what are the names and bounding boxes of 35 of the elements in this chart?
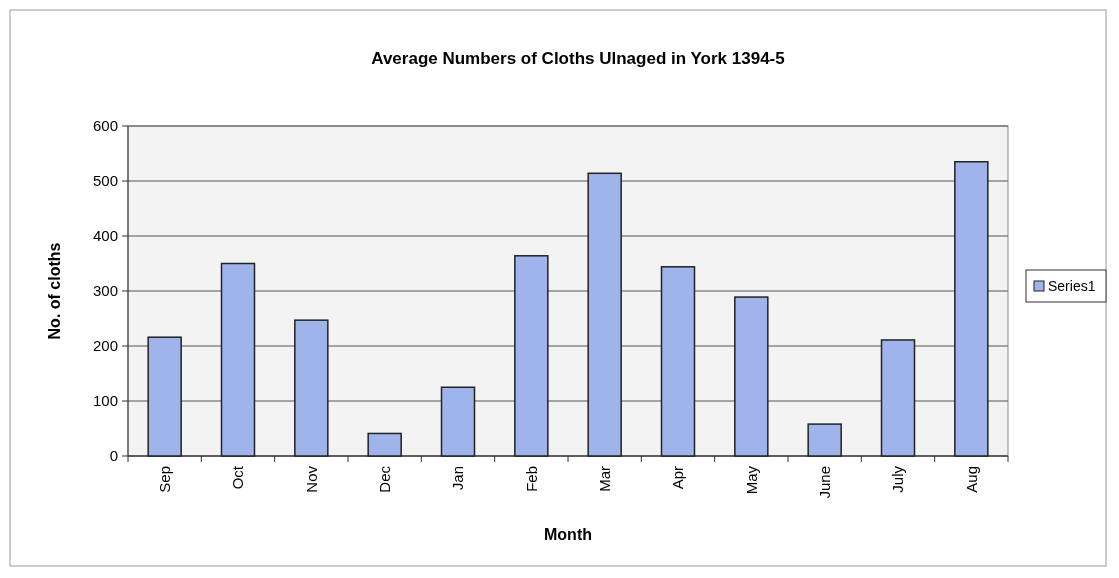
x-tick-label: Nov	[302, 465, 320, 493]
y-tick-label: 600	[92, 117, 118, 135]
y-tick-label: 400	[92, 227, 118, 245]
bar	[954, 161, 989, 457]
legend-label: Series1	[1048, 277, 1096, 294]
bar	[367, 432, 402, 457]
bar	[660, 266, 696, 457]
bar	[514, 255, 549, 457]
bar	[147, 336, 182, 457]
bar	[807, 423, 842, 457]
x-tick-label: Jan	[449, 466, 467, 491]
bar	[734, 296, 769, 457]
x-tick-label: Aug	[962, 466, 980, 493]
x-tick-label: Feb	[522, 466, 540, 492]
y-tick-label: 0	[109, 447, 118, 465]
x-tick-label: Oct	[229, 465, 247, 490]
y-tick-label: 200	[92, 337, 118, 355]
x-tick-label: Apr	[669, 466, 687, 490]
y-axis-title: No. of cloths	[46, 242, 63, 340]
x-tick-label: Mar	[595, 466, 613, 492]
bar	[880, 339, 916, 457]
y-tick-label: 300	[92, 282, 118, 300]
bar	[587, 172, 622, 457]
chart-title: Average Numbers of Cloths Ulnaged in York 1394-5	[371, 49, 785, 68]
y-tick-label: 500	[92, 172, 118, 190]
x-tick-label: July	[889, 465, 907, 493]
x-tick-label: May	[742, 465, 760, 495]
x-tick-label: June	[815, 466, 833, 499]
y-tick-label: 100	[92, 392, 118, 410]
x-axis-title: Month	[544, 526, 592, 543]
bar	[294, 319, 329, 457]
x-tick-label: Dec	[375, 465, 393, 493]
bar	[220, 262, 256, 457]
x-tick-label: Sep	[155, 466, 173, 493]
bar	[440, 386, 476, 457]
